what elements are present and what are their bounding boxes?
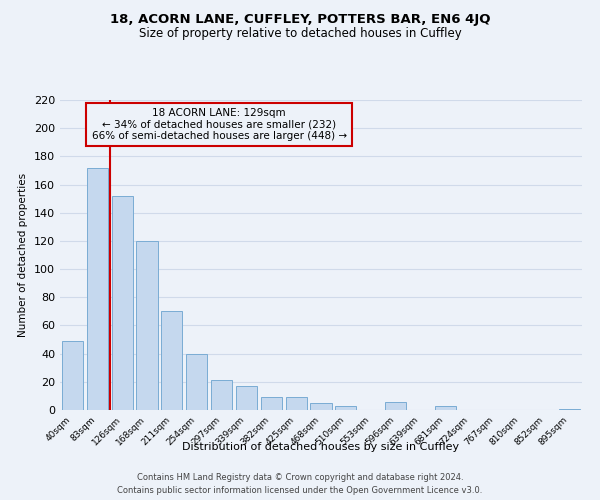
Text: Size of property relative to detached houses in Cuffley: Size of property relative to detached ho… [139, 28, 461, 40]
Bar [286, 398, 307, 410]
Bar [186, 354, 207, 410]
Bar [435, 406, 456, 410]
Bar [112, 196, 133, 410]
Bar [87, 168, 108, 410]
Bar [136, 241, 158, 410]
Bar [62, 341, 83, 410]
Bar [261, 398, 282, 410]
Bar [211, 380, 232, 410]
Text: 18, ACORN LANE, CUFFLEY, POTTERS BAR, EN6 4JQ: 18, ACORN LANE, CUFFLEY, POTTERS BAR, EN… [110, 12, 490, 26]
Bar [310, 403, 332, 410]
Text: Distribution of detached houses by size in Cuffley: Distribution of detached houses by size … [182, 442, 460, 452]
Y-axis label: Number of detached properties: Number of detached properties [19, 173, 28, 337]
Text: Contains HM Land Registry data © Crown copyright and database right 2024.
Contai: Contains HM Land Registry data © Crown c… [118, 474, 482, 495]
Text: 18 ACORN LANE: 129sqm
← 34% of detached houses are smaller (232)
66% of semi-det: 18 ACORN LANE: 129sqm ← 34% of detached … [92, 108, 347, 141]
Bar [236, 386, 257, 410]
Bar [161, 312, 182, 410]
Bar [335, 406, 356, 410]
Bar [385, 402, 406, 410]
Bar [559, 408, 580, 410]
